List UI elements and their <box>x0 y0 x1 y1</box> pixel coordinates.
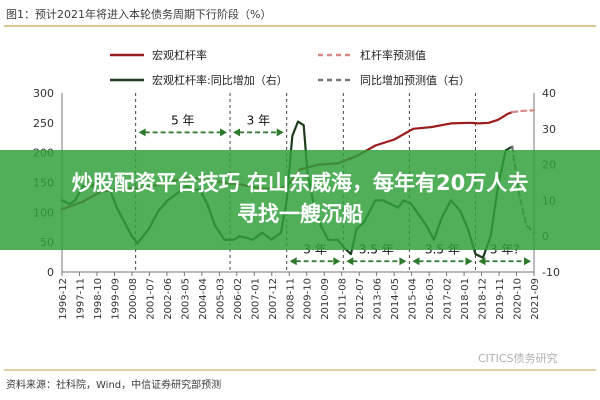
y-right-tick-label: 30 <box>542 123 556 136</box>
x-tick-label: 1996-12 <box>58 278 69 320</box>
arrowhead-left-icon <box>346 257 354 266</box>
arrowhead-left-icon <box>412 257 420 266</box>
arrowhead-right-icon <box>465 257 473 266</box>
x-tick-label: 2011-08 <box>338 278 349 320</box>
x-tick-label: 2020-10 <box>513 278 524 320</box>
x-tick-label: 2008-11 <box>285 278 296 320</box>
cycle-annotation: 5 年 <box>138 113 228 137</box>
x-tick-label: 2009-10 <box>303 278 314 320</box>
legend-label: 同比增加预测值（右） <box>360 73 470 87</box>
cycle-annotation-label: 5 年 <box>171 113 194 127</box>
x-tick-label: 2007-01 <box>250 278 261 320</box>
x-tick-label: 2018-12 <box>478 278 489 320</box>
x-tick-label: 2005-03 <box>215 278 226 320</box>
overlay-line-1: 炒股配资平台技巧 在山东威海，每年有20万人去 <box>71 171 529 195</box>
y-right-tick-label: -10 <box>542 266 560 279</box>
x-tick-label: 2010-09 <box>320 278 331 320</box>
x-tick-label: 2021-09 <box>530 278 541 320</box>
x-tick-label: 2014-05 <box>390 278 401 320</box>
arrowhead-left-icon <box>289 257 297 266</box>
arrowhead-right-icon <box>399 257 407 266</box>
overlay-text: 炒股配资平台技巧 在山东威海，每年有20万人去 寻找一艘沉船 <box>0 168 600 230</box>
watermark: CITICS债务研究 <box>478 351 558 365</box>
legend-item: 杠杆率预测值 <box>318 48 426 62</box>
x-tick-label: 1998-10 <box>93 278 104 320</box>
arrowhead-right-icon <box>220 128 228 137</box>
arrowhead-right-icon <box>333 257 341 266</box>
arrowhead-left-icon <box>138 128 146 137</box>
y-right-tick-label: 40 <box>542 87 556 100</box>
x-tick-label: 2013-06 <box>373 278 384 320</box>
legend-label: 宏观杠杆率 <box>152 48 207 62</box>
y-left-tick-label: 0 <box>47 266 54 279</box>
x-tick-label: 2016-03 <box>425 278 436 320</box>
x-tick-label: 2018-01 <box>460 278 471 320</box>
y-left-tick-label: 250 <box>33 117 54 130</box>
overlay-banner <box>0 150 600 250</box>
x-tick-label: 2002-06 <box>163 278 174 320</box>
x-tick-label: 2015-04 <box>408 278 419 320</box>
x-tick-label: 2000-08 <box>128 278 139 320</box>
y-left-tick-label: 300 <box>33 87 54 100</box>
x-tick-label: 2007-12 <box>268 278 279 320</box>
x-tick-label: 2003-05 <box>180 278 191 320</box>
source-note: 资料来源：社科院，Wind，中信证券研究部预测 <box>6 378 221 391</box>
overlay-line-2: 寻找一艘沉船 <box>237 202 363 226</box>
x-tick-label: 2004-04 <box>198 278 209 320</box>
x-tick-label: 1999-09 <box>110 278 121 320</box>
cycle-annotation-label: 3 年 <box>247 113 270 127</box>
x-axis-ticks: 1996-12 1997-11 1998-10 1999-09 2000-08 2001-… <box>58 272 541 320</box>
x-tick-label: 2001-07 <box>145 278 156 320</box>
legend-item: 宏观杠杆率 <box>110 48 207 62</box>
arrowhead-left-icon <box>478 257 486 266</box>
arrowhead-left-icon <box>233 128 241 137</box>
x-tick-label: 2019-11 <box>495 278 506 320</box>
legend-item: 同比增加预测值（右） <box>318 73 470 87</box>
legend-label: 杠杆率预测值 <box>360 48 426 62</box>
x-tick-label: 2017-02 <box>443 278 454 320</box>
chart-title: 图1：预计2021年将进入本轮债务周期下行阶段（%） <box>6 7 271 21</box>
arrowhead-right-icon <box>276 128 284 137</box>
x-tick-label: 2012-07 <box>355 278 366 320</box>
x-tick-label: 2006-02 <box>233 278 244 320</box>
cycle-annotation: 3 年 <box>233 113 284 137</box>
series-line-3 <box>511 109 536 114</box>
legend-item: 宏观杠杆率:同比增加（右） <box>110 73 288 87</box>
legend-label: 宏观杠杆率:同比增加（右） <box>152 73 288 87</box>
arrowhead-right-icon <box>524 257 531 266</box>
x-tick-label: 1997-11 <box>75 278 86 320</box>
